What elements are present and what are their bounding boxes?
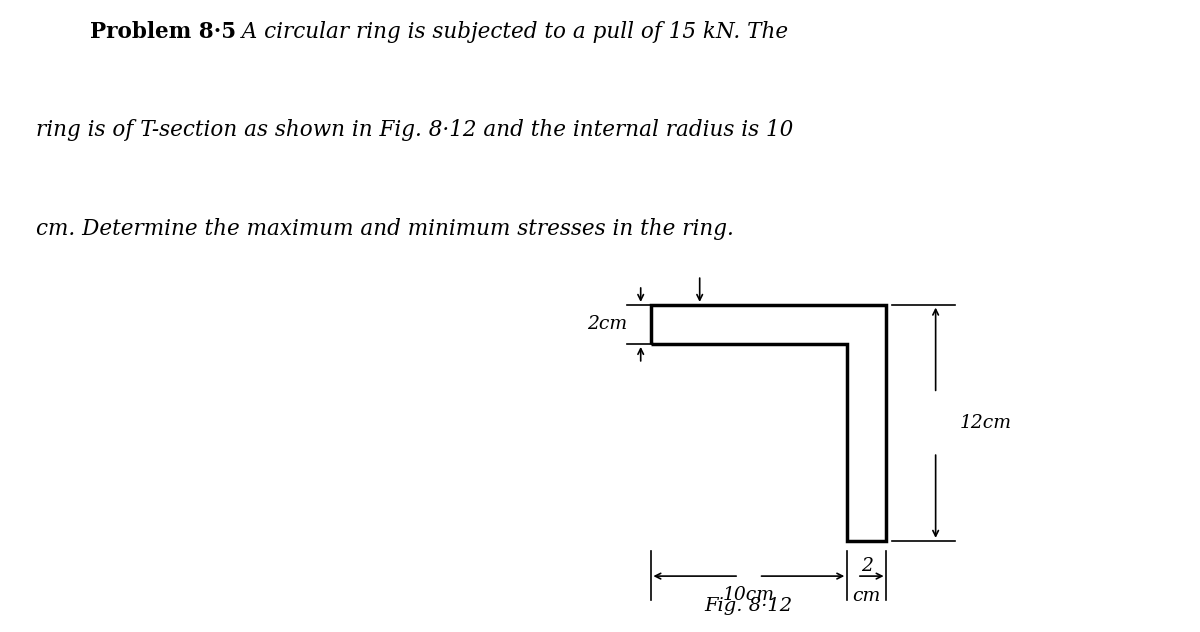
Text: 2cm: 2cm (587, 315, 628, 334)
Text: Problem 8·5: Problem 8·5 (90, 21, 236, 43)
Text: Fig. 8·12: Fig. 8·12 (704, 597, 793, 616)
Text: 10cm: 10cm (722, 586, 775, 604)
Text: cm: cm (853, 587, 881, 605)
Text: ring is of T-section as shown in Fig. 8·12 and the internal radius is 10: ring is of T-section as shown in Fig. 8·… (36, 119, 793, 142)
Text: cm. Determine the maximum and minimum stresses in the ring.: cm. Determine the maximum and minimum st… (36, 217, 734, 240)
Text: 2: 2 (860, 557, 872, 575)
Text: A circular ring is subjected to a pull of 15 kN. The: A circular ring is subjected to a pull o… (228, 21, 788, 43)
Text: 12cm: 12cm (959, 414, 1012, 432)
